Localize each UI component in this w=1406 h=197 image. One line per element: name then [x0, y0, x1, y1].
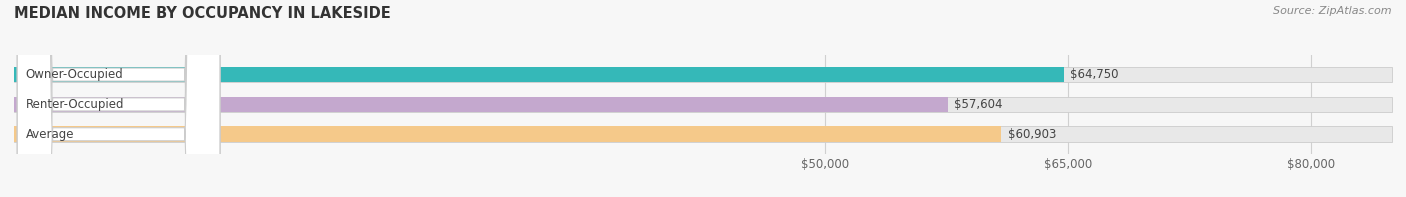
FancyBboxPatch shape — [17, 0, 219, 197]
Text: Owner-Occupied: Owner-Occupied — [25, 68, 124, 81]
Bar — [14, 97, 1392, 112]
Bar — [14, 67, 1064, 82]
Text: Source: ZipAtlas.com: Source: ZipAtlas.com — [1274, 6, 1392, 16]
Bar — [14, 97, 948, 112]
Text: $64,750: $64,750 — [1070, 68, 1119, 81]
Text: $57,604: $57,604 — [955, 98, 1002, 111]
Bar — [14, 67, 1392, 82]
Text: Renter-Occupied: Renter-Occupied — [25, 98, 124, 111]
Bar — [14, 126, 1001, 142]
FancyBboxPatch shape — [17, 0, 219, 197]
Bar — [14, 126, 1392, 142]
Text: $60,903: $60,903 — [1008, 128, 1056, 141]
Text: MEDIAN INCOME BY OCCUPANCY IN LAKESIDE: MEDIAN INCOME BY OCCUPANCY IN LAKESIDE — [14, 6, 391, 21]
Text: Average: Average — [25, 128, 75, 141]
FancyBboxPatch shape — [17, 0, 219, 197]
